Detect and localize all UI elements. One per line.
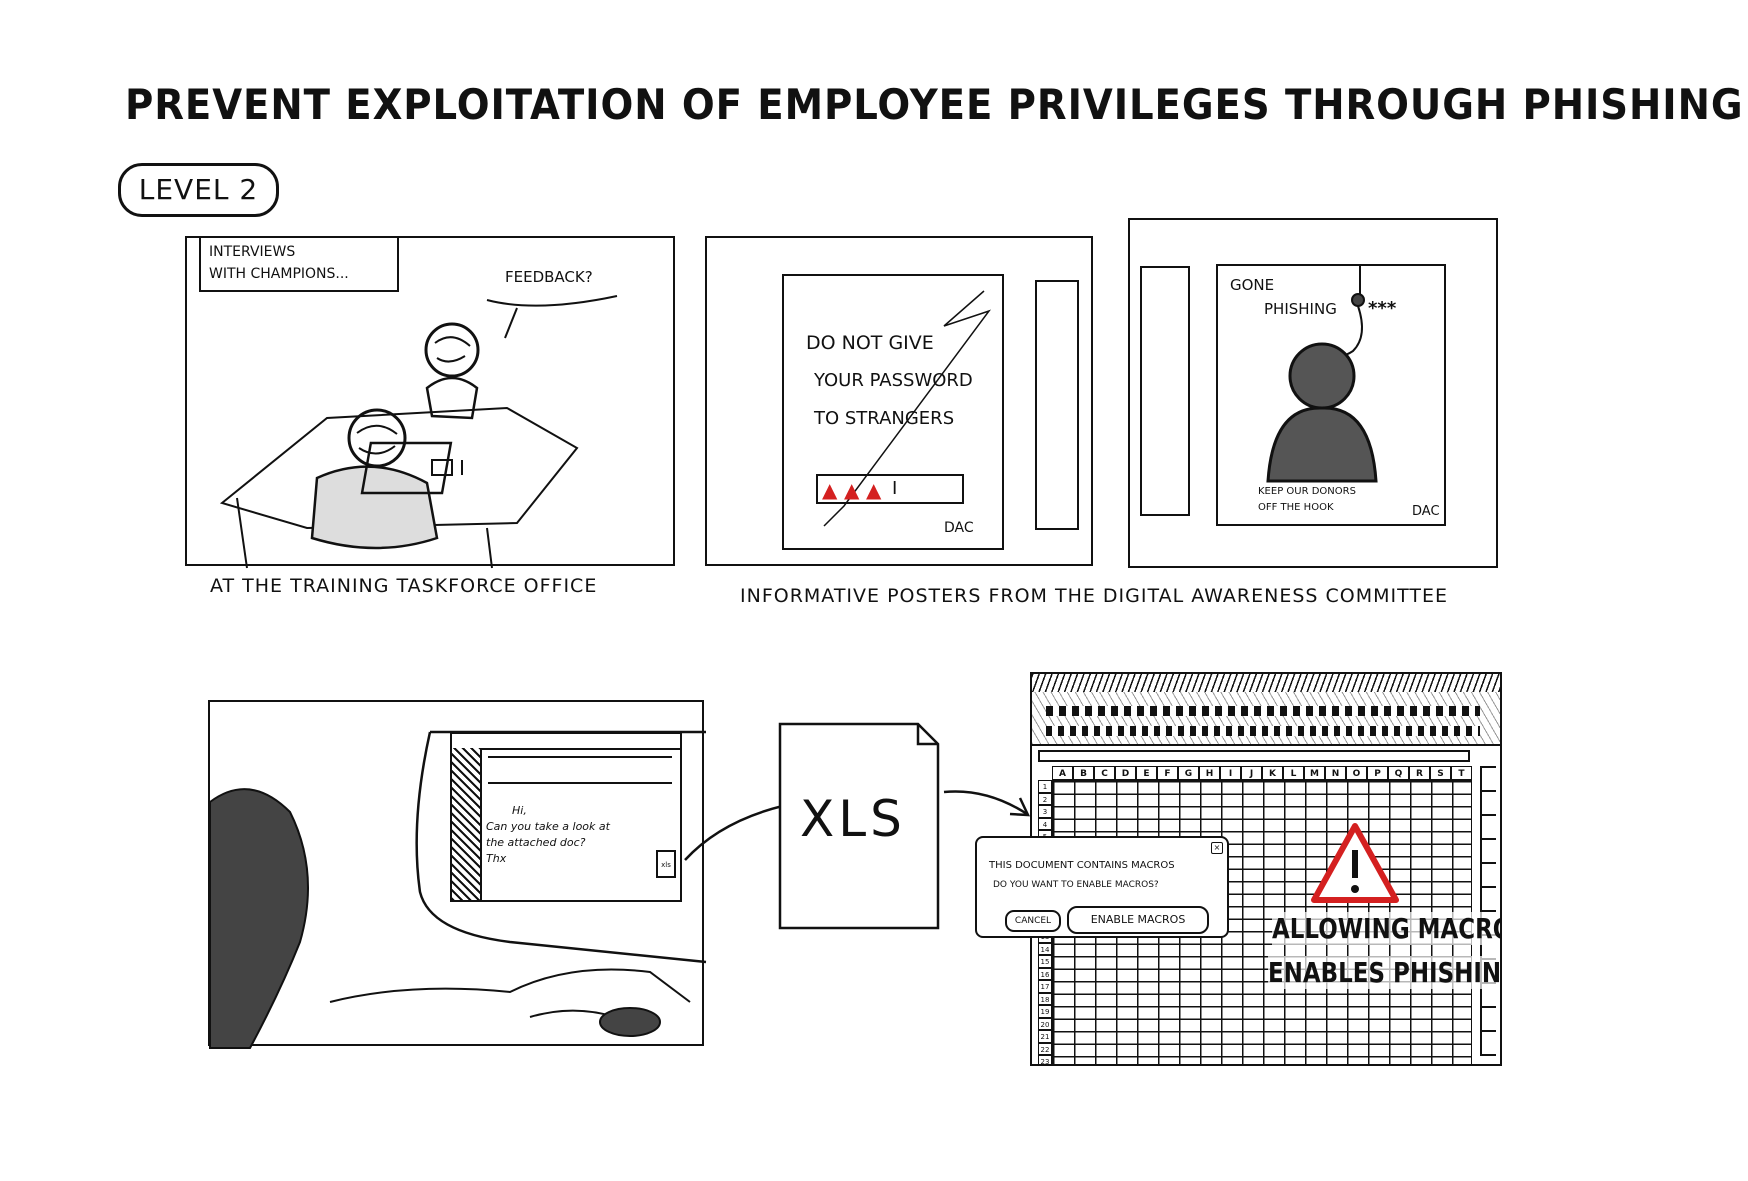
dialog-text-1: This document contains macros (989, 860, 1175, 871)
panel-interview: Interviews with champions... Feedback? (185, 236, 675, 569)
poster-signature: DAC (944, 520, 974, 536)
caption-box: Interviews with champions... (199, 236, 399, 292)
column-header[interactable]: Q (1388, 766, 1409, 780)
poster-line-phishing: Phishing (1264, 300, 1337, 318)
level-badge: Level 2 (118, 163, 279, 217)
email-line-2: Can you take a look at (486, 820, 610, 833)
email-window: Hi, Can you take a look at the attached … (450, 732, 682, 902)
column-header[interactable]: L (1283, 766, 1304, 780)
poster-line-3: to strangers (814, 408, 955, 429)
caption-line-1: Interviews (209, 244, 296, 260)
poster-footer-1: Keep our donors (1258, 486, 1356, 497)
row-header[interactable]: 3 (1038, 805, 1052, 818)
column-header[interactable]: J (1241, 766, 1262, 780)
poster-line-2: your password (814, 370, 973, 391)
poster-scratch (823, 290, 992, 527)
email-sketch (209, 730, 707, 1049)
column-header[interactable]: T (1451, 766, 1472, 780)
masked-char-1: ▲ (822, 478, 838, 502)
masked-char-2: ▲ (844, 478, 860, 502)
caption-line-2: with champions... (209, 266, 349, 282)
row-header[interactable]: 22 (1038, 1042, 1052, 1055)
poster-line-1: Do not give (806, 332, 934, 354)
column-header[interactable]: D (1115, 766, 1136, 780)
column-header[interactable]: R (1409, 766, 1430, 780)
row-header[interactable]: 16 (1038, 967, 1052, 980)
row-header[interactable]: 21 (1038, 1030, 1052, 1043)
row-header[interactable]: 20 (1038, 1017, 1052, 1030)
toolbar-row-2 (1046, 726, 1480, 736)
email-line-1: Hi, (512, 804, 527, 817)
column-header[interactable]: M (1304, 766, 1325, 780)
panel-poster-phishing: Gone Phishing *** Keep our donors off th… (1128, 218, 1498, 568)
email-line-4: Thx (486, 852, 507, 865)
speech-bubble-text: Feedback? (505, 268, 593, 286)
email-header-lines (488, 756, 672, 784)
column-header[interactable]: O (1346, 766, 1367, 780)
column-header[interactable]: P (1367, 766, 1388, 780)
file-outline (778, 722, 940, 930)
row-header[interactable]: 18 (1038, 992, 1052, 1005)
xls-file-icon: XLS (778, 722, 940, 930)
row-header[interactable]: 17 (1038, 980, 1052, 993)
enable-macros-button[interactable]: Enable macros (1067, 906, 1209, 934)
ribbon-toolbar (1032, 692, 1500, 746)
column-header[interactable]: C (1094, 766, 1115, 780)
title-bar (1032, 674, 1500, 694)
interview-sketch (219, 295, 618, 569)
password-poster: Do not give your password to strangers ▲… (782, 274, 1004, 550)
side-frame (1035, 280, 1079, 530)
poster-footer-2: off the hook (1258, 502, 1334, 513)
vertical-scrollbar[interactable] (1480, 766, 1496, 1056)
column-header[interactable]: N (1325, 766, 1346, 780)
dialog-text-2: Do you want to enable macros? (993, 880, 1159, 890)
hooked-person-icon (1266, 266, 1378, 483)
arrow-to-spreadsheet (943, 790, 1031, 817)
formula-bar[interactable] (1038, 750, 1470, 762)
caption-training-office: At the training taskforce office (210, 575, 598, 597)
side-frame-left (1140, 266, 1190, 516)
panel-poster-password: Do not give your password to strangers ▲… (705, 236, 1093, 566)
email-sidebar (452, 748, 482, 900)
row-header[interactable]: 15 (1038, 955, 1052, 968)
poster-signature: DAC (1412, 504, 1440, 519)
row-header[interactable]: 1 (1038, 780, 1052, 793)
column-header[interactable]: B (1073, 766, 1094, 780)
column-header[interactable]: F (1157, 766, 1178, 780)
warning-triangle-icon (1311, 823, 1399, 903)
password-field: ▲ ▲ ▲ I (816, 474, 964, 504)
row-header[interactable]: 4 (1038, 817, 1052, 830)
macro-dialog: × This document contains macros Do you w… (975, 836, 1229, 938)
row-header[interactable]: 14 (1038, 942, 1052, 955)
row-header[interactable]: 23 (1038, 1055, 1052, 1064)
column-header[interactable]: A (1052, 766, 1073, 780)
warning-line-1: Allowing macros (1272, 912, 1500, 945)
column-header[interactable]: E (1136, 766, 1157, 780)
panel-email: Hi, Can you take a look at the attached … (208, 700, 707, 1049)
attachment-icon[interactable]: xls (656, 850, 676, 878)
column-header[interactable]: S (1430, 766, 1451, 780)
email-line-3: the attached doc? (486, 836, 586, 849)
poster-line-gone: Gone (1230, 276, 1275, 294)
caption-posters: Informative posters from the digital awa… (740, 585, 1449, 607)
attachment-label: xls (661, 861, 671, 869)
text-cursor: I (892, 478, 898, 499)
column-header[interactable]: K (1262, 766, 1283, 780)
warning-line-2: enables phishing (1268, 956, 1500, 989)
xls-file-label: XLS (800, 790, 906, 848)
email-toolbar (452, 734, 680, 750)
page-title: Prevent Exploitation of Employee Privile… (125, 80, 1744, 129)
row-header[interactable]: 19 (1038, 1005, 1052, 1018)
spreadsheet-window: ABCDEFGHIJKLMNOPQRST12345678910111213141… (1030, 672, 1502, 1066)
column-header[interactable]: G (1178, 766, 1199, 780)
row-header[interactable]: 2 (1038, 792, 1052, 805)
column-header[interactable]: I (1220, 766, 1241, 780)
dialog-close-icon[interactable]: × (1211, 842, 1223, 854)
toolbar-row-1 (1046, 706, 1480, 716)
cancel-button[interactable]: Cancel (1005, 910, 1061, 932)
masked-char-3: ▲ (866, 478, 882, 502)
phishing-poster: Gone Phishing *** Keep our donors off th… (1216, 264, 1446, 526)
column-header[interactable]: H (1199, 766, 1220, 780)
poster-stars: *** (1368, 298, 1397, 319)
